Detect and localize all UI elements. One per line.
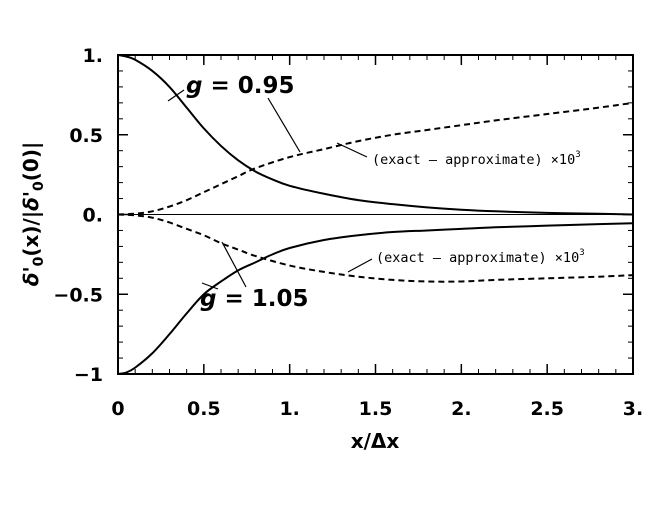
series-line-2 <box>117 101 634 216</box>
y-tick-label: 0. <box>83 205 103 227</box>
y-tick-label: 1. <box>83 45 103 67</box>
label-g-1.05-value: = 1.05 <box>216 286 308 312</box>
leader-g-1.05 <box>201 282 219 290</box>
x-tick-label: 0 <box>111 398 124 420</box>
curves-layer <box>117 54 634 375</box>
y-tick-label: −1 <box>74 364 103 386</box>
y-axis-label-close: | <box>19 142 43 149</box>
label-g-0.95: g = 0.95 <box>186 73 295 99</box>
note-lower-exponent: 3 <box>579 248 584 258</box>
y-axis-label-arg-2: (0) <box>19 149 43 181</box>
y-axis-label-delta-2: δ' <box>19 191 43 211</box>
leader-g-0.95-diff <box>267 97 301 153</box>
plot-frame <box>117 54 634 375</box>
note-upper-text: (exact – approximate) ×10 <box>372 152 575 168</box>
note-upper: (exact – approximate) ×103 <box>372 150 581 168</box>
y-axis-label-arg: (x) <box>19 225 43 256</box>
y-tick-label: 0.5 <box>69 125 103 147</box>
y-axis-label-separator: /| <box>19 211 43 226</box>
x-tick-label: 3. <box>623 398 643 420</box>
x-tick-label: 2.5 <box>530 398 564 420</box>
series-line-0 <box>117 54 634 216</box>
leader-g-0.95 <box>167 89 185 102</box>
leader-note-lower <box>347 258 373 273</box>
tick-labels-layer: 0 0.5 1. 1.5 2. 2.5 3. −1 −0.5 0. 0.5 1. <box>53 45 643 420</box>
label-g-1.05: g = 1.05 <box>200 286 309 312</box>
y-axis-label: δ'0(x)/|δ'0(0)| <box>19 142 47 287</box>
y-axis-label-subscript: 0 <box>31 256 47 266</box>
y-axis-label-delta: δ' <box>19 266 43 286</box>
leader-g-1.05-diff <box>221 241 247 288</box>
leader-note-upper <box>336 142 368 158</box>
label-g-0.95-value: = 0.95 <box>202 73 294 99</box>
y-tick-label: −0.5 <box>53 284 103 306</box>
x-tick-label: 1. <box>279 398 299 420</box>
x-tick-label: 1.5 <box>359 398 393 420</box>
label-g-0.95-italic: g <box>186 73 202 99</box>
note-lower: (exact – approximate) ×103 <box>376 248 585 266</box>
y-axis-label-subscript-2: 0 <box>31 181 47 191</box>
note-upper-exponent: 3 <box>575 150 580 160</box>
x-tick-label: 2. <box>451 398 471 420</box>
series-line-1 <box>117 222 634 375</box>
series-line-3 <box>117 213 634 283</box>
note-lower-text: (exact – approximate) ×10 <box>376 250 579 266</box>
label-g-1.05-italic: g <box>200 286 216 312</box>
x-tick-label: 0.5 <box>187 398 221 420</box>
x-axis-label: x/Δx <box>351 429 400 453</box>
